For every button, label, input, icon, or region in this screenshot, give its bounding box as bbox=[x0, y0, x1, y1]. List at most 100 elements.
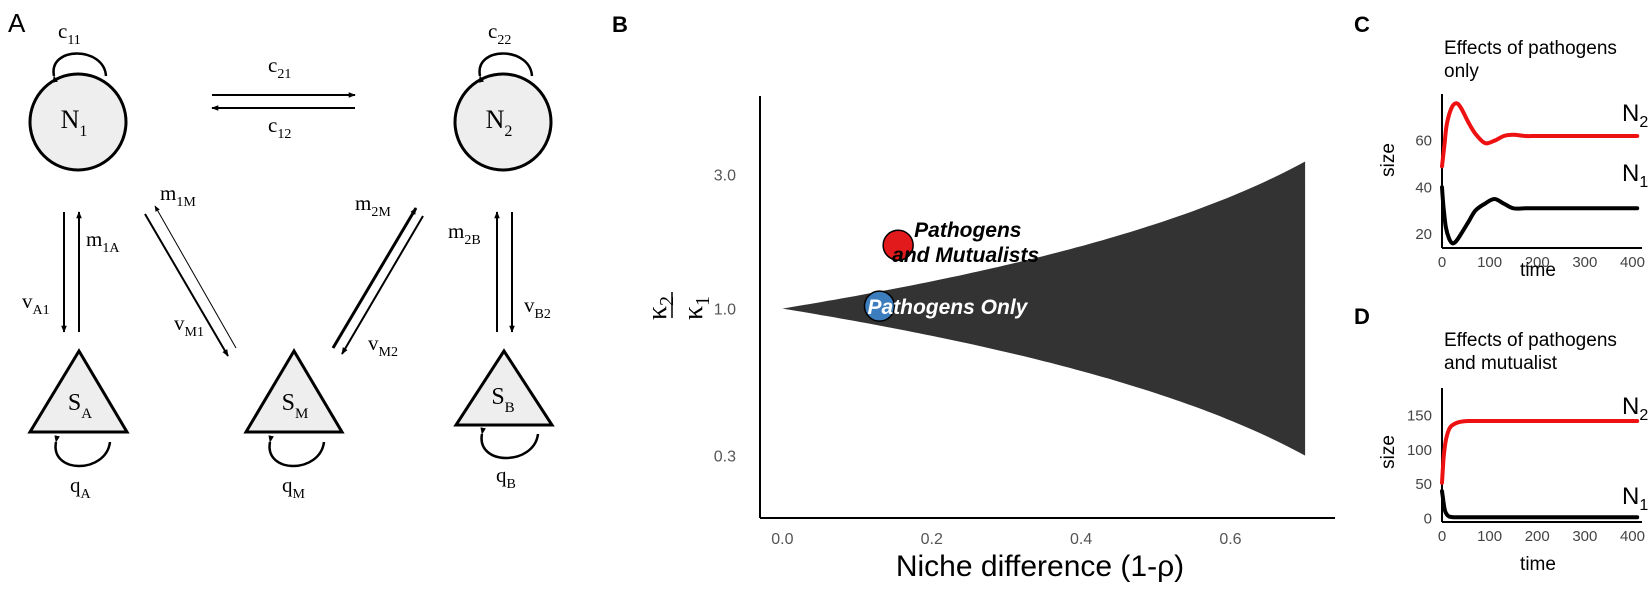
label-c21: c bbox=[268, 53, 277, 77]
b-ylabel-denominator-sub: 1 bbox=[692, 296, 714, 306]
series-label-base: N bbox=[1622, 160, 1639, 187]
label-m2b-sub: 2B bbox=[464, 233, 480, 248]
x-tick-label: 200 bbox=[1525, 528, 1550, 545]
svg-text:m1M: m1M bbox=[160, 181, 196, 210]
svg-text:vA1: vA1 bbox=[22, 289, 50, 318]
c-title-line-1: Effects of pathogens bbox=[1444, 38, 1617, 59]
series-label-base: N bbox=[1622, 483, 1639, 510]
panel-d-chart: D Effects of pathogens and mutualist 0 10… bbox=[1354, 304, 1648, 575]
svg-text:N1: N1 bbox=[61, 105, 88, 140]
label-vm2-sub: M2 bbox=[379, 345, 398, 360]
node-sa-label: S bbox=[68, 390, 81, 416]
x-tick-label: 400 bbox=[1620, 528, 1645, 545]
label-va1-sub: A1 bbox=[33, 303, 50, 318]
label-m2b: m bbox=[448, 219, 464, 243]
svg-text:c22: c22 bbox=[488, 19, 511, 48]
node-sb: SB bbox=[453, 348, 555, 427]
label-m1m-sub: 1M bbox=[176, 195, 196, 210]
label-vb2-sub: B2 bbox=[535, 307, 551, 322]
svg-text:and mutualist: and mutualist bbox=[1444, 353, 1558, 374]
svg-text:m1A: m1A bbox=[86, 227, 120, 256]
b-xlabel: Niche difference (1-ρ) bbox=[896, 550, 1184, 583]
b-ylabel-numerator: κ bbox=[642, 306, 673, 320]
x-tick-label: 400 bbox=[1620, 254, 1645, 271]
series-line-n2 bbox=[1440, 101, 1640, 169]
label-vm1: v bbox=[174, 311, 185, 335]
svg-text:c21: c21 bbox=[268, 53, 291, 82]
series-label-base: N bbox=[1622, 393, 1639, 420]
point-label: and Mutualists bbox=[892, 244, 1039, 267]
c-xlabel: time bbox=[1520, 260, 1556, 281]
label-qa-sub: A bbox=[81, 487, 92, 502]
x-tick-label: 0 bbox=[1438, 528, 1446, 545]
panel-a-letter: A bbox=[8, 8, 26, 38]
coexistence-region bbox=[782, 161, 1306, 456]
loop-qb bbox=[480, 427, 540, 460]
series-label-sub: 1 bbox=[1639, 174, 1648, 191]
svg-text:SM: SM bbox=[282, 390, 309, 422]
b-y-tick-label: 0.3 bbox=[714, 449, 736, 466]
series-label-n2: N2 bbox=[1622, 393, 1648, 424]
loop-c11 bbox=[52, 52, 108, 83]
label-vm2: v bbox=[368, 331, 379, 355]
label-m2m-sub: 2M bbox=[371, 205, 391, 220]
point-pathogens-only bbox=[863, 290, 896, 322]
svg-text:κ2: κ2 bbox=[642, 296, 678, 320]
series-label-base: N bbox=[1622, 100, 1639, 127]
svg-text:m2B: m2B bbox=[448, 219, 481, 248]
node-n2-label: N bbox=[486, 105, 505, 134]
y-tick-label: 20 bbox=[1415, 226, 1432, 243]
node-n1-label: N bbox=[61, 105, 80, 134]
panel-c-letter: C bbox=[1354, 12, 1370, 37]
series-label-sub: 2 bbox=[1639, 407, 1648, 424]
b-ylabel-denominator: κ bbox=[678, 306, 709, 320]
label-qa: q bbox=[70, 473, 81, 497]
point-label: Pathogens bbox=[914, 219, 1021, 242]
panel-a-diagram: A N1 N2 SA SM SB bbox=[8, 8, 555, 502]
series-line-n1 bbox=[1440, 489, 1640, 520]
node-sm-sub: M bbox=[295, 406, 308, 422]
svg-text:vM2: vM2 bbox=[368, 331, 398, 360]
series-label-n1: N1 bbox=[1622, 483, 1648, 514]
node-n2-sub: 2 bbox=[504, 123, 512, 140]
c-title-line-2: only bbox=[1444, 61, 1479, 82]
series-line-n2 bbox=[1440, 418, 1640, 485]
series-label-sub: 2 bbox=[1639, 114, 1648, 131]
b-y-tick-label: 3.0 bbox=[714, 167, 736, 184]
x-tick-label: 100 bbox=[1477, 528, 1502, 545]
label-c22: c bbox=[488, 19, 497, 43]
loop-c22 bbox=[478, 52, 534, 83]
svg-text:qM: qM bbox=[282, 473, 306, 502]
x-tick-label: 300 bbox=[1572, 528, 1597, 545]
svg-text:c12: c12 bbox=[268, 113, 291, 142]
svg-text:m2M: m2M bbox=[355, 191, 391, 220]
label-m2m: m bbox=[355, 191, 371, 215]
label-c11: c bbox=[58, 19, 67, 43]
label-vm1-sub: M1 bbox=[185, 325, 204, 340]
svg-text:vB2: vB2 bbox=[524, 293, 551, 322]
panel-b-letter: B bbox=[612, 12, 628, 37]
svg-text:SB: SB bbox=[491, 384, 514, 416]
label-m1m: m bbox=[160, 181, 176, 205]
node-n1-sub: 1 bbox=[79, 123, 87, 140]
d-xlabel: time bbox=[1520, 554, 1556, 575]
svg-text:Effects of pathogens: Effects of pathogens bbox=[1444, 330, 1617, 351]
label-va1: v bbox=[22, 289, 33, 313]
label-vb2: v bbox=[524, 293, 535, 317]
point-label: Pathogens Only bbox=[867, 296, 1028, 319]
node-sm: SM bbox=[243, 348, 345, 434]
x-tick-label: 300 bbox=[1572, 254, 1597, 271]
svg-text:N2: N2 bbox=[486, 105, 513, 140]
node-sm-label: S bbox=[282, 390, 295, 416]
arrow-vm1 bbox=[144, 213, 229, 357]
d-ylabel: size bbox=[1378, 435, 1399, 469]
y-tick-label: 150 bbox=[1407, 407, 1432, 424]
series-label-n2: N2 bbox=[1622, 100, 1648, 131]
svg-text:only: only bbox=[1444, 61, 1479, 82]
label-c22-sub: 22 bbox=[497, 33, 511, 48]
label-qm-sub: M bbox=[293, 487, 306, 502]
svg-text:κ1: κ1 bbox=[678, 296, 714, 320]
